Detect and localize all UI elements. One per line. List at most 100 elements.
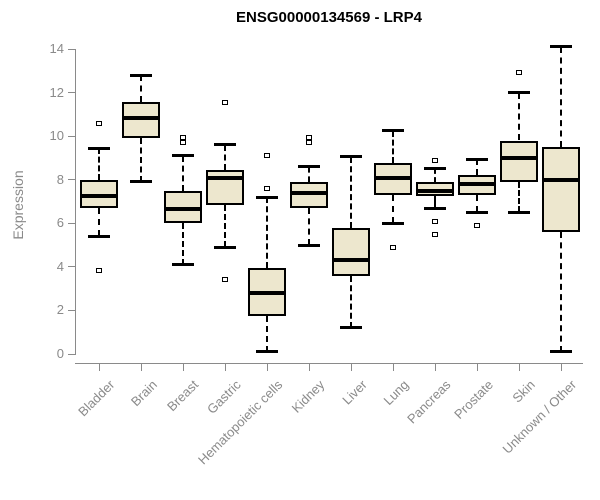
lower-whisker (350, 275, 352, 328)
lower-whisker-cap (256, 350, 278, 354)
upper-whisker (98, 148, 100, 180)
median-line (544, 177, 578, 182)
lower-whisker-cap (550, 350, 572, 354)
y-axis-tick (68, 266, 75, 268)
outlier-point (432, 218, 438, 224)
outlier-point (222, 277, 228, 283)
outlier-point (306, 140, 312, 146)
y-tick-label: 12 (49, 84, 64, 100)
x-tick-label: Lung (380, 377, 412, 409)
x-axis-tick (140, 363, 142, 371)
upper-whisker-cap (508, 91, 530, 95)
box (164, 190, 202, 224)
outlier-point (96, 267, 102, 273)
chart-title: ENSG00000134569 - LRP4 (236, 9, 422, 26)
lower-whisker (140, 138, 142, 182)
outlier-point (264, 185, 270, 191)
lower-whisker-cap (424, 206, 446, 210)
upper-whisker (476, 159, 478, 176)
outlier-point (390, 244, 396, 250)
lower-whisker (266, 315, 268, 352)
lower-whisker (434, 196, 436, 209)
x-axis-tick (308, 363, 310, 371)
upper-whisker (182, 155, 184, 191)
x-tick-label: Breast (164, 377, 202, 415)
upper-whisker-cap (340, 155, 362, 159)
upper-whisker-cap (466, 157, 488, 161)
outlier-point (180, 134, 186, 140)
upper-whisker (350, 156, 352, 228)
median-line (502, 155, 536, 160)
outlier-point (96, 120, 102, 126)
lower-whisker (224, 204, 226, 248)
median-line (376, 175, 410, 180)
x-tick-label: Gastric (203, 377, 244, 417)
x-tick-label: Unknown / Other (500, 377, 580, 457)
outlier-point (306, 134, 312, 140)
y-axis-tick (68, 222, 75, 224)
lower-whisker-cap (88, 234, 110, 238)
x-axis-tick (98, 363, 100, 371)
x-axis-tick (266, 363, 268, 371)
y-axis-tick (68, 92, 75, 94)
upper-whisker (140, 75, 142, 103)
box (332, 227, 370, 276)
y-axis-line (75, 49, 76, 355)
lower-whisker-cap (382, 221, 404, 225)
outlier-point (432, 231, 438, 237)
lower-whisker (518, 181, 520, 213)
upper-whisker-cap (130, 73, 152, 77)
x-tick-label: Liver (339, 377, 370, 408)
x-tick-label: Bladder (75, 377, 118, 420)
y-axis-tick (68, 48, 75, 50)
y-axis-tick (68, 353, 75, 355)
median-line (208, 175, 242, 180)
box (542, 147, 580, 232)
y-tick-label: 2 (56, 302, 64, 318)
lower-whisker (98, 208, 100, 237)
x-axis-tick (434, 363, 436, 371)
x-tick-label: Pancreas (404, 377, 454, 427)
median-line (166, 207, 200, 212)
lower-whisker-cap (172, 263, 194, 267)
median-line (334, 258, 368, 263)
upper-whisker-cap (382, 129, 404, 133)
upper-whisker (308, 166, 310, 182)
x-tick-label: Kidney (288, 377, 328, 416)
lower-whisker (308, 208, 310, 246)
median-line (460, 182, 494, 187)
x-axis-tick (518, 363, 520, 371)
x-axis-tick (350, 363, 352, 371)
x-tick-label: Skin (509, 377, 538, 406)
box (122, 102, 160, 139)
outlier-point (180, 140, 186, 146)
y-tick-label: 0 (56, 346, 64, 361)
lower-whisker-cap (466, 210, 488, 214)
x-tick-label: Brain (127, 377, 160, 410)
lower-whisker (476, 194, 478, 213)
lower-whisker (392, 194, 394, 224)
lower-whisker-cap (508, 210, 530, 214)
x-axis-line (75, 363, 583, 364)
upper-whisker-cap (214, 143, 236, 147)
y-tick-label: 14 (49, 41, 64, 56)
lower-whisker (560, 232, 562, 352)
median-line (82, 194, 116, 199)
outlier-point (264, 153, 270, 159)
x-axis-tick (392, 363, 394, 371)
lower-whisker-cap (340, 326, 362, 330)
outlier-point (516, 70, 522, 76)
outlier-point (474, 222, 480, 228)
y-tick-label: 4 (56, 258, 64, 274)
box (500, 140, 538, 182)
upper-whisker (392, 130, 394, 164)
upper-whisker (266, 197, 268, 268)
outlier-point (432, 157, 438, 163)
upper-whisker-cap (256, 195, 278, 199)
y-tick-label: 6 (56, 215, 64, 231)
y-tick-label: 10 (49, 128, 64, 144)
x-axis-tick (476, 363, 478, 371)
y-axis-tick (68, 309, 75, 311)
outlier-point (222, 99, 228, 105)
